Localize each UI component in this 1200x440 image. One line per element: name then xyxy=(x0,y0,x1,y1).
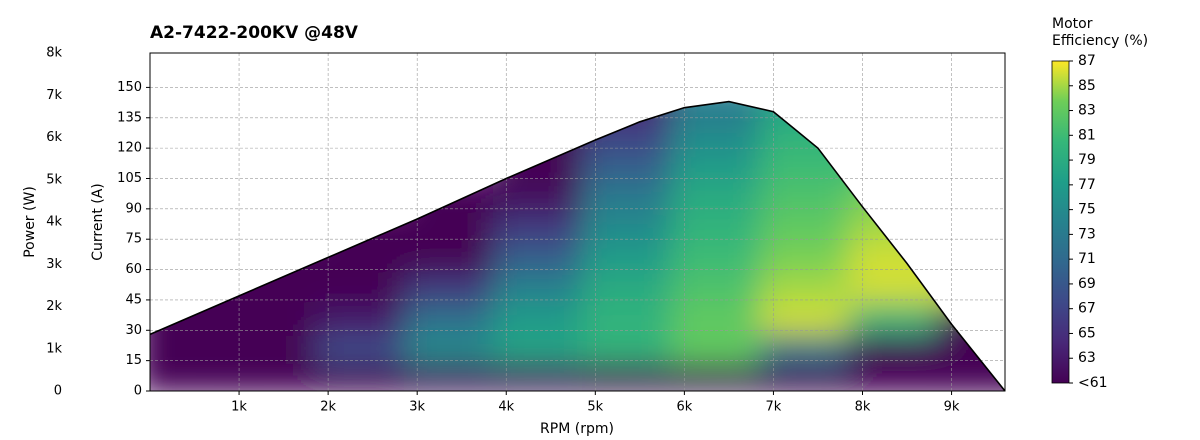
colorbar-tick-label: 77 xyxy=(1078,177,1096,193)
colorbar-tick-label: 69 xyxy=(1078,276,1096,292)
chart-title: A2-7422-200KV @48V xyxy=(150,23,359,43)
y-tick-label: 60 xyxy=(125,262,142,277)
boundary-line xyxy=(149,100,1006,392)
x-tick-label: 4k xyxy=(498,400,514,415)
grid xyxy=(150,53,1005,391)
y-tick-label: 15 xyxy=(125,353,142,368)
colorbar-tick-label: 65 xyxy=(1078,325,1096,341)
y2-tick-label: 3k xyxy=(46,257,62,272)
y2-tick-label: 6k xyxy=(46,130,62,145)
x-tick-label: 8k xyxy=(855,400,871,415)
colorbar-tick-label: 85 xyxy=(1078,78,1096,94)
y2-axis-label: Power (W) xyxy=(22,186,38,258)
colorbar xyxy=(1051,60,1070,384)
y-tick-label: 45 xyxy=(125,292,142,307)
colorbar-tick-label: 67 xyxy=(1078,301,1096,317)
y-tick-label: 90 xyxy=(125,201,142,216)
y-tick-label: 135 xyxy=(117,110,142,125)
colorbar-tick-label: <61 xyxy=(1078,375,1108,391)
heat-cell xyxy=(760,101,876,123)
heat-cell xyxy=(849,204,965,244)
x-tick-label: 2k xyxy=(320,400,336,415)
colorbar-tick-label: 71 xyxy=(1078,251,1096,267)
y-tick-label: 105 xyxy=(117,171,142,186)
colorbar-tick-label: 81 xyxy=(1078,127,1096,143)
x-tick-label: 9k xyxy=(944,400,960,415)
x-axis-label: RPM (rpm) xyxy=(540,421,614,437)
colorbar-title: Motor Efficiency (%) xyxy=(1052,16,1149,49)
colorbar-tick-label: 83 xyxy=(1078,103,1096,119)
y-tick-label: 0 xyxy=(134,384,142,399)
y2-tick-label: 2k xyxy=(46,299,62,314)
plot-frame xyxy=(149,52,1006,392)
colorbar-tick-label: 63 xyxy=(1078,350,1096,366)
heat-cell xyxy=(849,173,965,214)
colorbar-tick-label: 73 xyxy=(1078,226,1096,242)
y2-tick-label: 5k xyxy=(46,172,62,187)
y2-tick-label: 8k xyxy=(46,46,62,61)
y2-tick-label: 4k xyxy=(46,215,62,230)
y-tick-label: 150 xyxy=(117,80,142,95)
x-tick-label: 7k xyxy=(766,400,782,415)
x-tick-label: 6k xyxy=(676,400,692,415)
y-axis-label: Current (A) xyxy=(90,183,106,261)
x-tick-label: 1k xyxy=(231,400,247,415)
y-tick-label: 30 xyxy=(125,323,142,338)
colorbar-tick-label: 79 xyxy=(1078,152,1096,168)
y2-tick-label: 1k xyxy=(46,341,62,356)
colorbar-tick-label: 87 xyxy=(1078,53,1096,69)
colorbar-tick-label: 75 xyxy=(1078,202,1096,218)
y-tick-label: 75 xyxy=(125,232,142,247)
y2-tick-label: 0 xyxy=(54,384,62,399)
x-tick-label: 5k xyxy=(587,400,603,415)
x-tick-label: 3k xyxy=(409,400,425,415)
y2-tick-label: 7k xyxy=(46,88,62,103)
y-tick-label: 120 xyxy=(117,141,142,156)
